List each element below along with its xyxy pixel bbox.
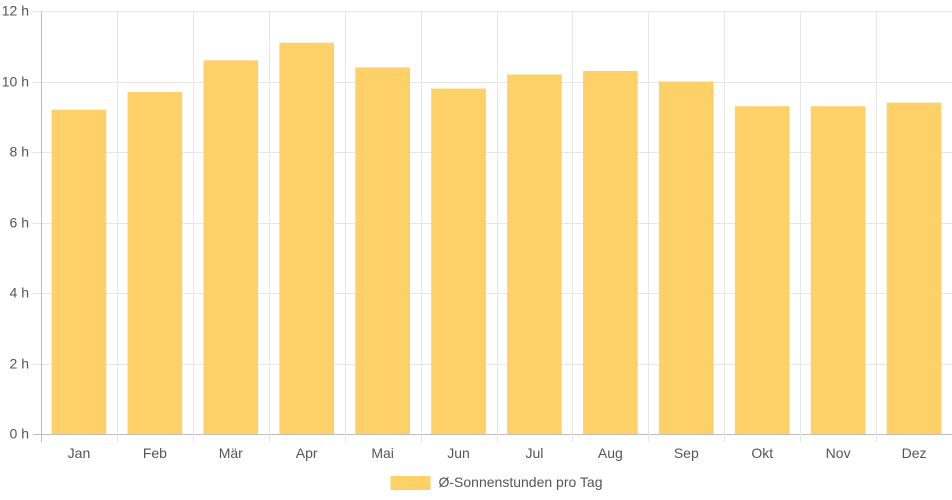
y-tick-label: 4 h [10, 285, 29, 301]
bar-jun[interactable] [431, 88, 486, 435]
y-tick-label: 2 h [10, 356, 29, 372]
bar-apr[interactable] [279, 42, 335, 434]
x-tick-label: Mai [371, 445, 394, 461]
bar-jul[interactable] [507, 74, 562, 434]
bars [51, 42, 942, 435]
y-tick-label: 6 h [10, 215, 29, 231]
bar-feb[interactable] [127, 92, 183, 434]
bar-jan[interactable] [51, 109, 107, 434]
bar-nov[interactable] [810, 106, 866, 435]
y-tick-label: 0 h [10, 426, 29, 442]
legend-swatch[interactable] [390, 476, 431, 490]
x-tick-label: Dez [902, 445, 927, 461]
bar-okt[interactable] [734, 106, 790, 435]
x-tick-label: Jan [68, 445, 91, 461]
x-tick-label: Aug [598, 445, 623, 461]
legend-label: Ø-Sonnenstunden pro Tag [439, 474, 603, 490]
legend[interactable]: Ø-Sonnenstunden pro Tag [390, 474, 603, 490]
bar-mär[interactable] [203, 60, 259, 434]
bar-mai[interactable] [355, 67, 410, 435]
bar-aug[interactable] [583, 70, 638, 435]
y-tick-label: 8 h [10, 144, 29, 160]
x-tick-label: Okt [751, 445, 773, 461]
y-tick-label: 10 h [2, 74, 29, 90]
x-tick-label: Jun [447, 445, 470, 461]
axes: 0 h 2 h 4 h 6 h 8 h 10 h 12 h Jan Feb Mär Apr Mai Ju… [2, 3, 927, 462]
bar-dez[interactable] [886, 102, 942, 435]
x-tick-label: Mär [219, 445, 243, 461]
x-tick-label: Apr [296, 445, 318, 461]
bar-sep[interactable] [658, 81, 714, 435]
x-tick-label: Jul [526, 445, 544, 461]
gridlines [33, 11, 952, 442]
x-tick-label: Feb [143, 445, 167, 461]
y-tick-label: 12 h [2, 3, 29, 19]
x-tick-label: Sep [674, 445, 699, 461]
x-tick-label: Nov [826, 445, 851, 461]
